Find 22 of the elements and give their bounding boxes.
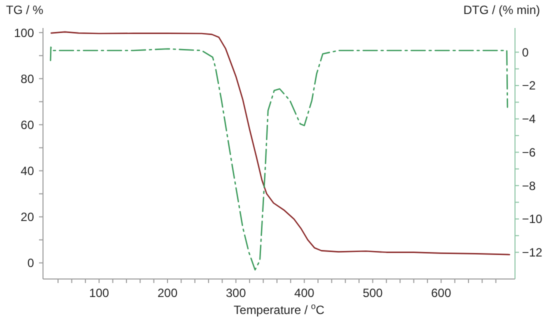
y2-tick-label: −8	[522, 178, 536, 193]
x-tick-label: 400	[294, 286, 315, 300]
y-tick-label: 80	[20, 72, 34, 86]
y-tick-label: 40	[20, 164, 34, 178]
y2-tick-label: 0	[522, 45, 529, 60]
x-tick-label: 500	[362, 286, 384, 300]
x-tick-label: 600	[431, 286, 452, 300]
y2-axis-title: DTG / (% min)	[463, 3, 540, 17]
x-tick-label: 200	[157, 286, 178, 300]
y2-tick-label: −6	[522, 145, 536, 160]
x-axis-title: Temperature / $^{o}$C	[234, 301, 325, 317]
x-tick-label: 300	[226, 286, 246, 300]
y-tick-label: 60	[20, 118, 34, 132]
y2-tick-label: −2	[522, 78, 536, 93]
y2-tick-label: −4	[522, 112, 536, 126]
y-axis-title: TG / %	[6, 3, 44, 17]
y-tick-label: 100	[14, 26, 34, 40]
y-tick-label: 0	[27, 256, 34, 270]
x-tick-label: 100	[89, 286, 110, 300]
y2-tick-label: −12	[522, 246, 543, 260]
y-tick-label: 20	[20, 210, 34, 224]
y2-tick-label: −10	[522, 212, 543, 226]
